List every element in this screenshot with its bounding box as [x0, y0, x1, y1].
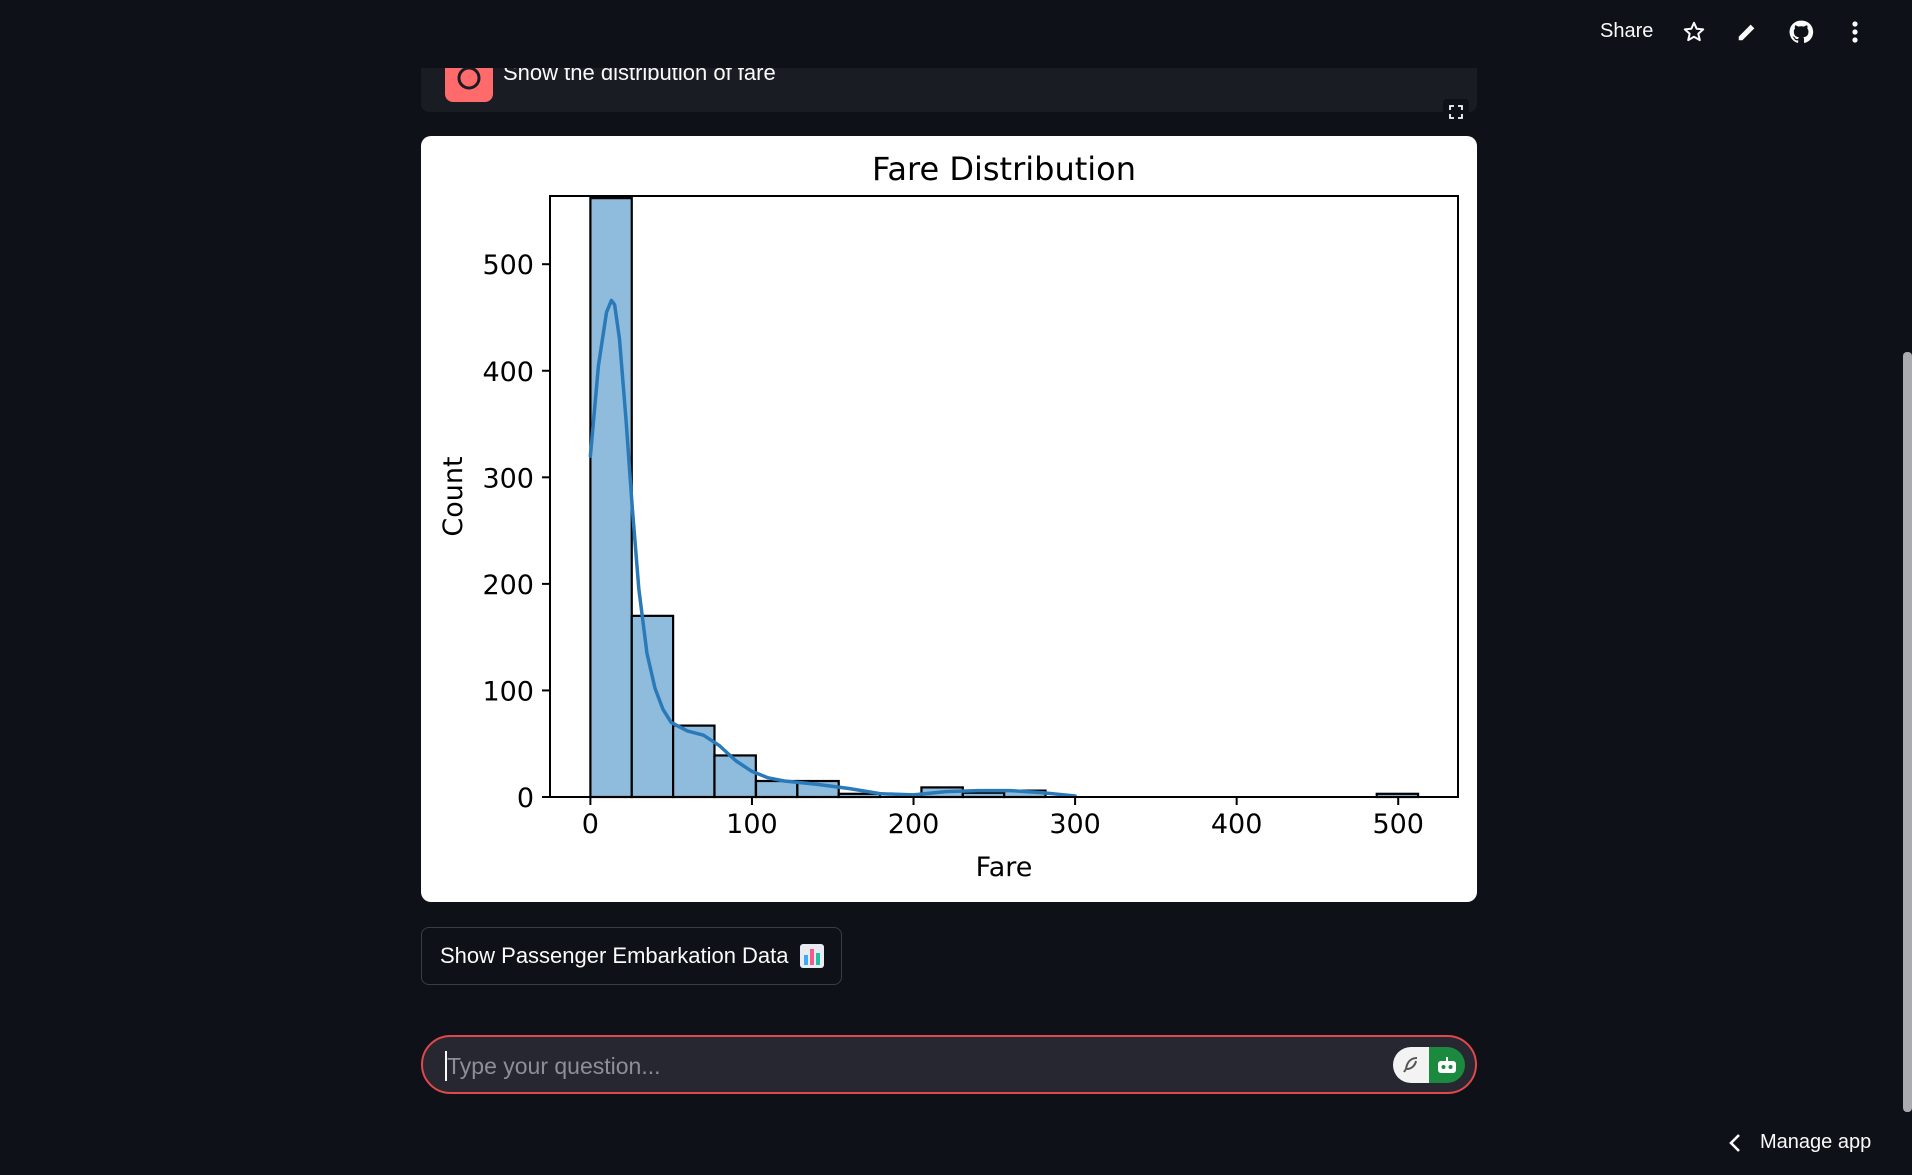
y-axis-label: Count	[438, 456, 469, 536]
show-embarkation-button[interactable]: Show Passenger Embarkation Data	[421, 927, 842, 985]
histogram-bar	[630, 614, 675, 799]
user-message-text: Show the distribution of fare	[503, 68, 776, 85]
x-tick-label: 400	[1211, 809, 1263, 840]
expand-icon	[1449, 105, 1463, 119]
x-tick-label: 100	[726, 809, 778, 840]
share-button[interactable]: Share	[1600, 20, 1654, 42]
chat-input[interactable]	[421, 1035, 1477, 1094]
histogram-bar	[589, 197, 633, 799]
x-tick-label: 500	[1372, 809, 1424, 840]
question-input[interactable]	[445, 1047, 1349, 1085]
y-tick-label: 100	[482, 676, 534, 707]
github-icon[interactable]	[1787, 18, 1815, 46]
y-tick-label: 300	[482, 463, 534, 494]
x-tick-label: 300	[1049, 809, 1101, 840]
manage-app-button[interactable]: Manage app	[1728, 1131, 1871, 1154]
pencil-icon[interactable]	[1733, 18, 1761, 46]
y-tick-label: 200	[482, 570, 534, 601]
y-tick-label: 0	[517, 783, 534, 814]
star-icon[interactable]	[1680, 18, 1708, 46]
user-avatar	[445, 68, 493, 102]
embarkation-button-label: Show Passenger Embarkation Data	[440, 943, 789, 968]
chart-title: Fare Distribution	[872, 150, 1136, 188]
robot-extension-icon[interactable]	[1429, 1047, 1465, 1083]
more-vertical-icon[interactable]	[1841, 18, 1869, 46]
chevron-left-icon	[1729, 1133, 1740, 1152]
plot-frame	[549, 195, 1459, 798]
page-scrollbar[interactable]	[1903, 352, 1912, 1112]
x-tick-label: 0	[582, 809, 599, 840]
kde-line	[588, 298, 1077, 798]
fare-distribution-chart: 0 100 200 300 400 500 0 100 200 300 400 500 Fare Dis…	[438, 150, 1459, 883]
fullscreen-button[interactable]	[1443, 99, 1469, 125]
y-tick-label: 400	[482, 357, 534, 388]
text-caret	[445, 1051, 447, 1081]
manage-app-label: Manage app	[1760, 1131, 1872, 1153]
feather-extension-icon[interactable]	[1393, 1047, 1429, 1083]
y-tick-label: 500	[482, 250, 534, 281]
x-tick-label: 200	[888, 809, 940, 840]
top-bar: Share	[0, 0, 1912, 64]
chat-message-user: Show the distribution of fare	[421, 68, 1477, 112]
chart-card: 0 100 200 300 400 500 0 100 200 300 400 500 Fare Dis…	[421, 136, 1477, 902]
x-axis-label: Fare	[976, 852, 1033, 883]
bar-chart-icon	[799, 943, 825, 969]
